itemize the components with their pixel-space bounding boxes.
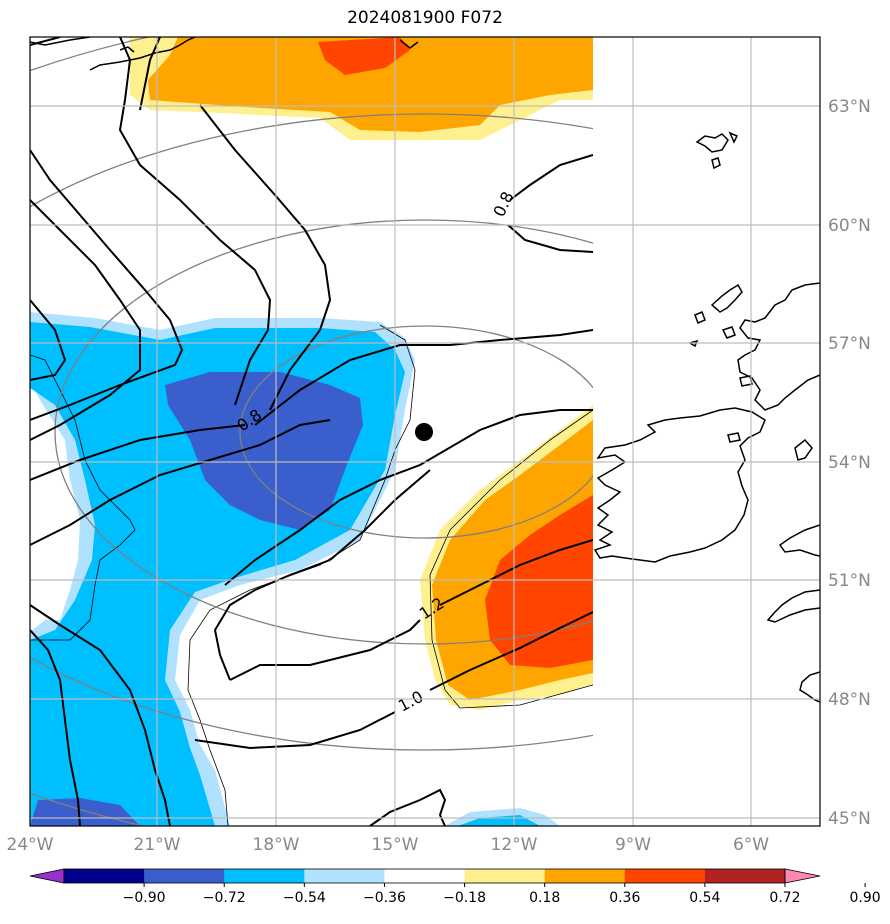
colorbar-segment [544,869,626,883]
colorbar-tick-label: −0.36 [363,890,406,906]
warm-anomaly-north [148,37,593,132]
distance-rings [30,37,593,826]
colorbar-tick-label: 0.72 [769,890,800,906]
colorbar-segment [464,869,546,883]
colorbar-tick-label: 0.36 [609,890,640,906]
lat-label: 45°N [828,809,871,829]
lat-label: 60°N [828,216,871,236]
colorbar: −0.90 −0.72 −0.54 −0.36 −0.18 0.18 0.36 0.54 0.7… [29,868,881,906]
colorbar-segment [384,869,466,883]
colorbar-segment [704,869,786,883]
colorbar-segment [144,869,225,883]
colorbar-tick-label: 0.18 [529,890,560,906]
colorbar-tick-label: −0.18 [443,890,486,906]
lon-label: 18°W [253,835,300,855]
cold-anomaly-core [165,372,363,530]
lat-label: 54°N [828,453,871,473]
warm-anomaly-north-core [318,37,410,75]
lat-label: 48°N [828,690,871,710]
colorbar-tick-label: −0.54 [283,890,326,906]
anomaly-fill [30,37,593,826]
colorbar-segment [64,869,145,883]
lon-label: 6°W [733,835,769,855]
longitude-labels: 24°W 21°W 18°W 15°W 12°W 9°W 6°W [7,835,770,855]
map-title: 2024081900 F072 [347,8,503,28]
colorbar-segment [224,869,305,883]
lon-label: 21°W [134,835,181,855]
latitude-labels: 63°N 60°N 57°N 54°N 51°N 48°N 45°N [828,97,871,829]
lat-label: 57°N [828,334,871,354]
colorbar-extend-low [29,868,65,884]
colorbar-extend-high [784,868,821,884]
colorbar-tick-label: −0.90 [123,890,166,906]
colorbar-frame [63,868,786,884]
lon-label: 24°W [7,835,54,855]
map-frame [29,36,821,827]
coastlines [30,37,820,703]
graticule [30,37,820,826]
colorbar-tick-label: 0.54 [689,890,720,906]
storm-center-dot [415,423,433,441]
colorbar-tick-label: −0.72 [203,890,246,906]
colorbar-segment [624,869,706,883]
lon-label: 12°W [491,835,538,855]
contour-label-10: 1.0 [395,687,426,716]
colorbar-segment [304,869,385,883]
lat-label: 63°N [828,97,871,117]
lat-label: 51°N [828,571,871,591]
height-contours [30,37,593,826]
contour-label-08a: 0.8 [489,189,517,220]
colorbar-tick-label: 0.90 [850,890,881,906]
lon-label: 15°W [372,835,419,855]
lon-label: 9°W [615,835,651,855]
